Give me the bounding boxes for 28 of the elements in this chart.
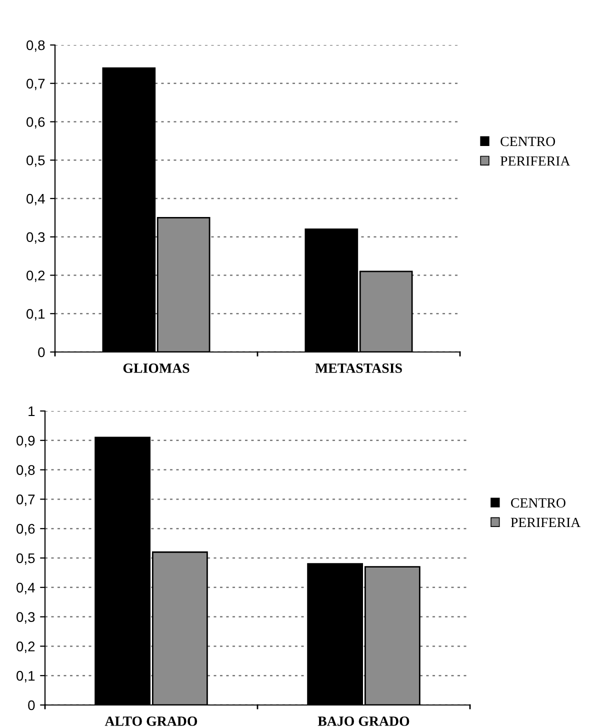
x-tick-label: ALTO GRADO [104, 716, 198, 726]
y-tick-label: 0,9 [16, 436, 35, 448]
legend-label: CENTRO [511, 498, 566, 508]
y-tick-label: 0,1 [26, 308, 45, 320]
y-tick-label: 0,5 [16, 553, 35, 565]
y-tick-label: 0 [28, 700, 35, 710]
y-tick-label: 0,4 [26, 194, 45, 206]
x-tick-label: GLIOMAS [123, 364, 190, 373]
x-tick-label: METASTASIS [315, 364, 402, 373]
legend-label: CENTRO [500, 136, 556, 146]
y-tick-label: 0,8 [16, 465, 35, 477]
y-tick-label: 0,7 [26, 78, 45, 90]
y-tick-label: 0,3 [16, 612, 35, 624]
legend-label: PERIFERIA [500, 156, 570, 166]
y-tick-label: 0,7 [16, 494, 35, 506]
y-tick-label: 0,3 [26, 232, 45, 244]
y-tick-label: 0 [38, 347, 45, 358]
y-tick-label: 0,2 [26, 270, 45, 282]
legend-label: PERIFERIA [510, 518, 581, 528]
x-tick-label: BAJO GRADO [318, 716, 410, 726]
y-tick-label: 0,6 [26, 117, 45, 129]
y-tick-label: 0,8 [26, 40, 45, 52]
y-tick-label: 0,5 [26, 155, 45, 167]
y-tick-label: 0,2 [16, 642, 35, 654]
y-tick-label: 0,4 [16, 582, 35, 594]
y-tick-label: 0,6 [16, 524, 35, 536]
y-tick-label: 0,1 [16, 670, 35, 682]
y-tick-label: 1 [28, 406, 35, 416]
